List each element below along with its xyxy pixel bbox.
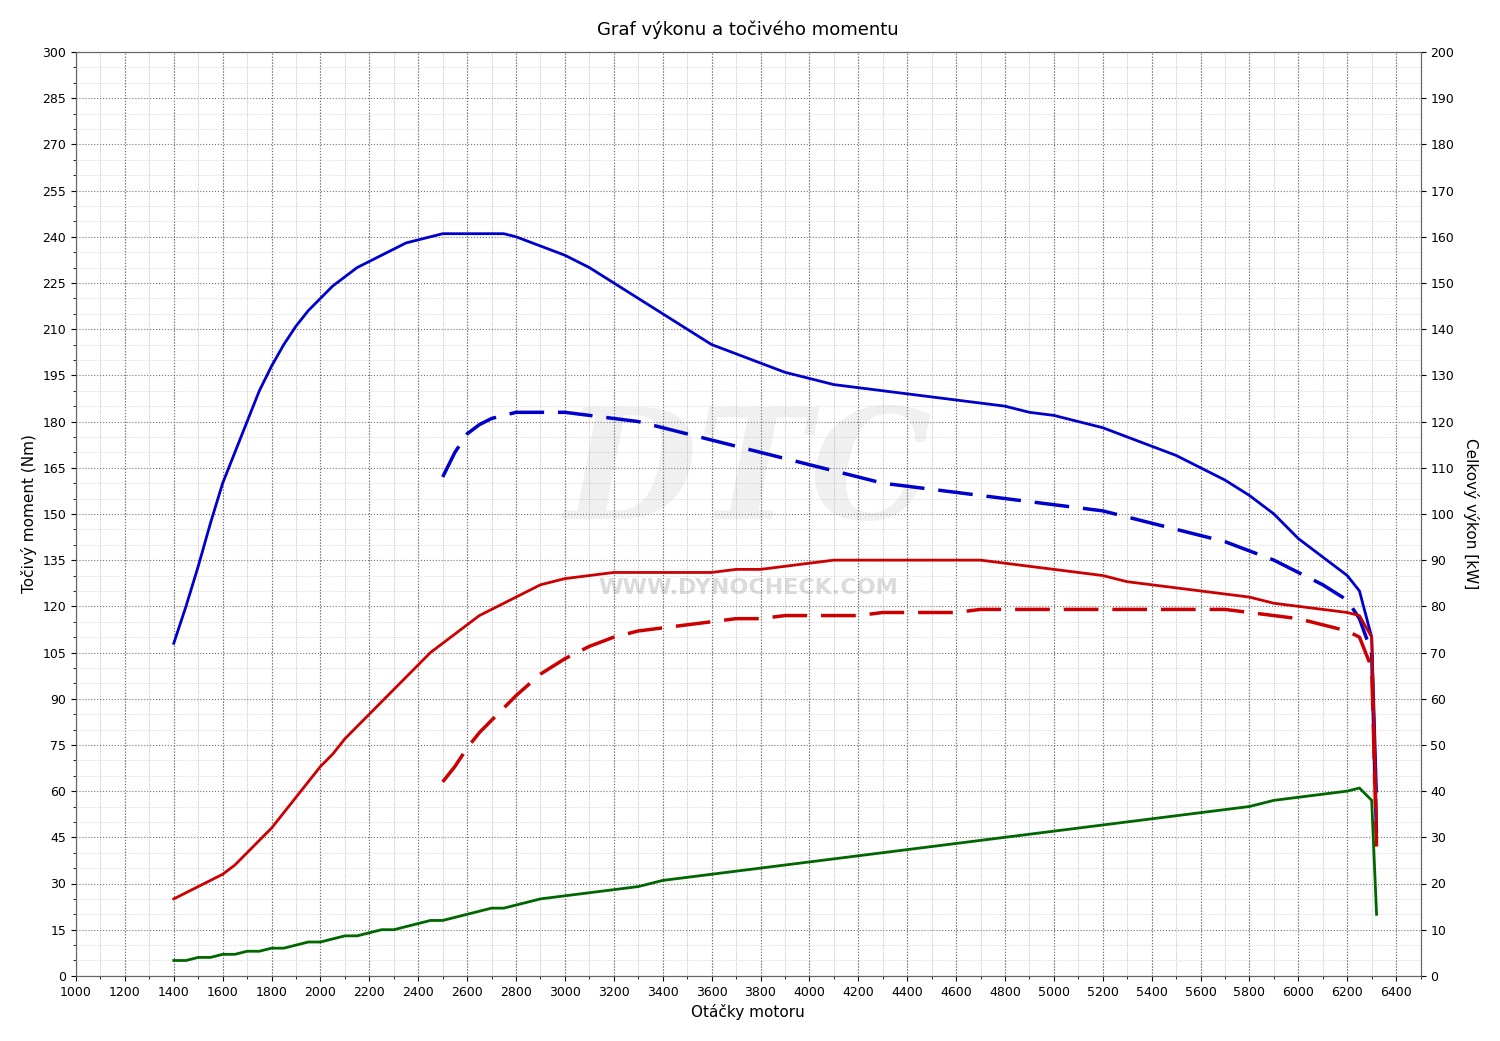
Y-axis label: Celkový výkon [kW]: Celkový výkon [kW] xyxy=(1462,438,1479,589)
Text: DTC: DTC xyxy=(564,403,932,552)
X-axis label: Otáčky motoru: Otáčky motoru xyxy=(692,1005,806,1020)
Text: WWW.DYNOCHECK.COM: WWW.DYNOCHECK.COM xyxy=(598,578,898,598)
Y-axis label: Točivý moment (Nm): Točivý moment (Nm) xyxy=(21,434,38,593)
Title: Graf výkonu a točivého momentu: Graf výkonu a točivého momentu xyxy=(597,21,898,40)
